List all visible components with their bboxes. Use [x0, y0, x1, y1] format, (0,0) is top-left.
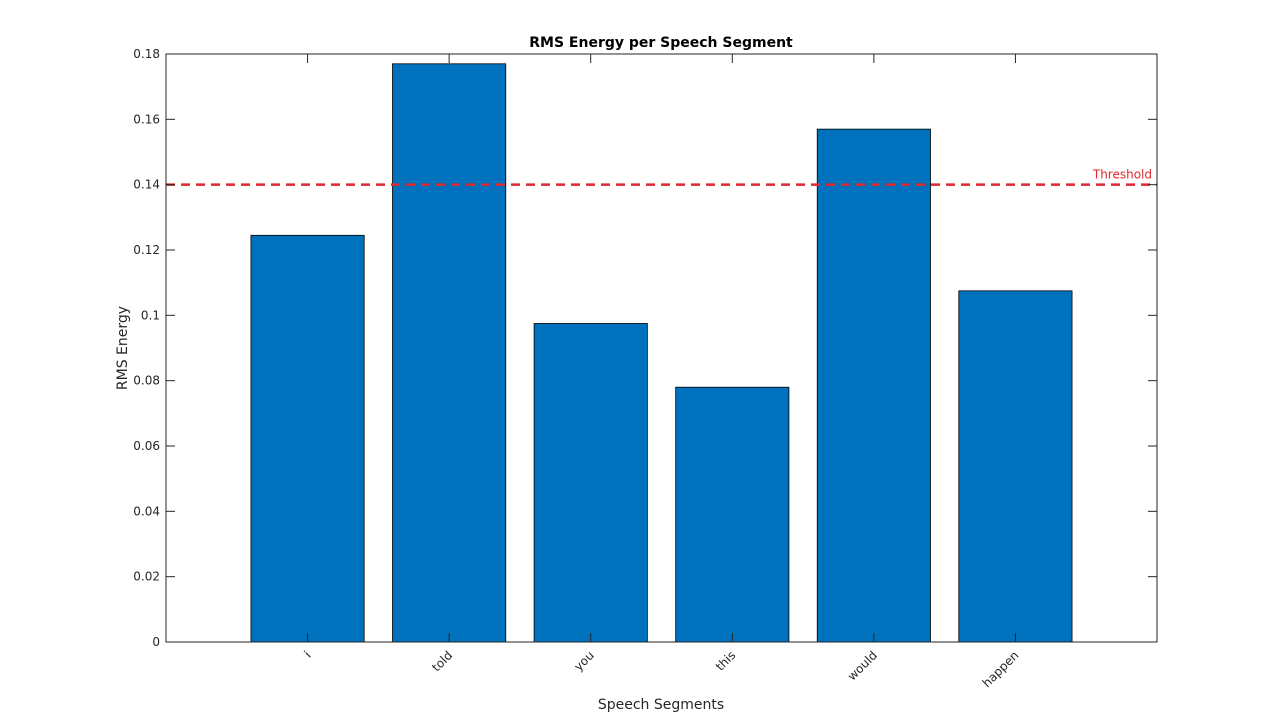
y-tick-label: 0.12 — [133, 243, 160, 257]
x-tick-label-happen: happen — [980, 648, 1022, 690]
y-axis-title: RMS Energy — [115, 306, 131, 390]
x-axis-title: Speech Segments — [598, 697, 724, 713]
y-tick-label: 0.14 — [133, 178, 160, 192]
y-tick-label: 0.04 — [133, 504, 160, 518]
y-tick-label: 0.08 — [133, 374, 160, 388]
bar-you — [533, 323, 648, 643]
y-tick-label: 0.1 — [141, 308, 160, 322]
y-tick-label: 0.06 — [133, 439, 160, 453]
bars-layer — [250, 63, 1073, 643]
threshold-layer: Threshold — [166, 168, 1157, 186]
y-tick-label: 0.16 — [133, 112, 160, 126]
y-tick-label: 0 — [152, 635, 160, 649]
x-tick-label-this: this — [713, 648, 738, 673]
bar-i — [250, 234, 365, 643]
x-tick-label-would: would — [845, 648, 880, 683]
bar-happen — [958, 290, 1073, 643]
x-tick-label-i: i — [301, 648, 313, 660]
threshold-label: Threshold — [1092, 168, 1152, 182]
bar-would — [816, 128, 931, 643]
bar-this — [675, 386, 790, 643]
bar-told — [392, 63, 507, 643]
x-tick-label-you: you — [571, 648, 597, 674]
plot-area-frame — [165, 53, 1158, 643]
y-tick-label: 0.18 — [133, 47, 160, 61]
y-tick-label: 0.02 — [133, 570, 160, 584]
x-tick-label-told: told — [429, 648, 455, 674]
y-axis: 0 0.02 0.04 0.06 0.08 0.1 0.12 0.14 0.16 0.18 — [133, 47, 1157, 649]
chart-title: RMS Energy per Speech Segment — [529, 35, 793, 51]
